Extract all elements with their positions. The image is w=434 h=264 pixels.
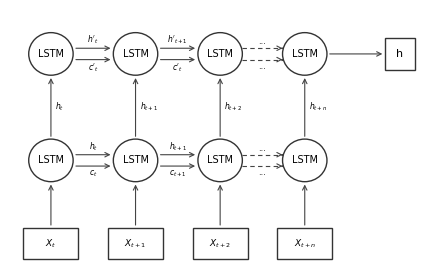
Text: LSTM: LSTM [38, 49, 64, 59]
Ellipse shape [197, 33, 242, 75]
Text: h: h [395, 49, 403, 59]
Bar [276, 228, 332, 259]
Text: $h'_{t+1}$: $h'_{t+1}$ [167, 34, 188, 46]
Text: LSTM: LSTM [207, 155, 233, 165]
Text: LSTM: LSTM [122, 49, 148, 59]
Text: $h_{t+n}$: $h_{t+n}$ [308, 101, 327, 114]
Ellipse shape [282, 139, 326, 182]
Text: $h_{t+1}$: $h_{t+1}$ [139, 101, 158, 114]
Text: LSTM: LSTM [291, 49, 317, 59]
Text: $h'_t$: $h'_t$ [87, 34, 99, 46]
Text: $c'_t$: $c'_t$ [172, 62, 183, 74]
Text: ...: ... [258, 144, 266, 153]
Text: ...: ... [258, 37, 266, 46]
Text: LSTM: LSTM [38, 155, 64, 165]
Text: $X_{t+1}$: $X_{t+1}$ [124, 237, 146, 250]
Text: $X_t$: $X_t$ [45, 237, 56, 250]
Text: $h_t$: $h_t$ [89, 140, 98, 153]
Bar [192, 228, 247, 259]
Text: $h_t$: $h_t$ [55, 101, 64, 114]
Text: $c_t$: $c_t$ [89, 168, 97, 179]
Ellipse shape [113, 139, 158, 182]
Bar [23, 228, 78, 259]
Text: LSTM: LSTM [122, 155, 148, 165]
Text: $c'_t$: $c'_t$ [88, 62, 99, 74]
Ellipse shape [113, 33, 158, 75]
Text: ...: ... [258, 62, 266, 71]
Text: $c_{t+1}$: $c_{t+1}$ [168, 168, 186, 179]
Bar [384, 38, 414, 69]
Text: $X_{t+n}$: $X_{t+n}$ [293, 237, 315, 250]
Text: ...: ... [258, 168, 266, 177]
Text: $h_{t+1}$: $h_{t+1}$ [168, 140, 187, 153]
Ellipse shape [29, 139, 73, 182]
Bar [108, 228, 163, 259]
Text: $X_{t+2}$: $X_{t+2}$ [209, 237, 231, 250]
Text: LSTM: LSTM [291, 155, 317, 165]
Ellipse shape [197, 139, 242, 182]
Ellipse shape [282, 33, 326, 75]
Ellipse shape [29, 33, 73, 75]
Text: $h_{t+2}$: $h_{t+2}$ [224, 101, 242, 114]
Text: LSTM: LSTM [207, 49, 233, 59]
